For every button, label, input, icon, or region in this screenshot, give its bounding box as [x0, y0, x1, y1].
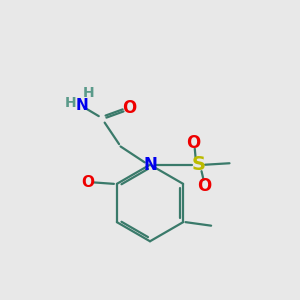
Text: O: O	[81, 175, 94, 190]
Text: S: S	[192, 155, 206, 174]
Text: O: O	[122, 99, 136, 117]
Text: O: O	[197, 177, 212, 195]
Text: N: N	[75, 98, 88, 113]
Text: O: O	[186, 134, 200, 152]
Text: N: N	[143, 156, 157, 174]
Text: H: H	[83, 86, 95, 100]
Text: H: H	[65, 97, 76, 110]
